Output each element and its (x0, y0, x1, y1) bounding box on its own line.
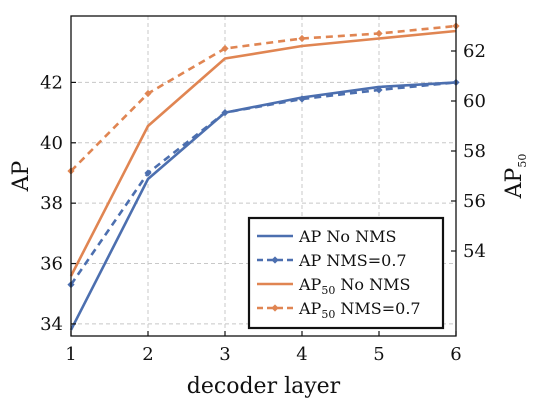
legend-label: AP NMS=0.7 (298, 251, 407, 270)
x-axis-title: decoder layer (187, 374, 341, 399)
x-tick-label: 5 (373, 344, 384, 365)
series-group (67, 22, 460, 331)
x-tick-label: 1 (65, 344, 76, 365)
data-point-marker (221, 44, 229, 53)
data-point-marker (375, 29, 383, 38)
legend-entry: AP NMS=0.7 (257, 251, 407, 270)
data-point-marker (298, 34, 306, 43)
x-tick-label: 4 (296, 344, 307, 365)
series-3 (69, 29, 457, 277)
legend-swatch-marker (271, 304, 279, 312)
data-point-marker (375, 86, 383, 94)
data-point-marker (298, 95, 306, 103)
y-right-tick-label: 58 (463, 141, 486, 162)
x-tick-label: 3 (219, 344, 230, 365)
legend-label: AP No NMS (298, 227, 396, 246)
y-right-tick-label: 56 (463, 191, 486, 212)
y-left-tick-label: 40 (40, 133, 63, 154)
y-left-tick-label: 38 (40, 193, 63, 214)
legend-entry: AP50 NMS=0.7 (257, 299, 421, 321)
legend-entry: AP50 No NMS (257, 275, 410, 297)
y-right-tick-label: 60 (463, 91, 486, 112)
legend-swatch-marker (271, 256, 279, 264)
series-line (70, 24, 457, 172)
series-line (69, 81, 457, 286)
y-right-tick-label: 62 (463, 41, 486, 62)
series-4 (67, 22, 460, 175)
x-tick-label: 6 (450, 344, 461, 365)
plot-frame (70, 15, 457, 337)
legend-entry: AP No NMS (257, 227, 396, 246)
axis-labels: decoder layer AP AP50 (9, 154, 529, 399)
data-point-marker (144, 89, 152, 98)
series-line (69, 81, 457, 331)
legend-label: AP50 No NMS (298, 275, 410, 297)
y-left-tick-label: 42 (40, 72, 63, 93)
y-right-axis-title: AP50 (502, 154, 529, 200)
y-left-axis-title: AP (9, 160, 34, 192)
y-right-tick-label: 54 (463, 241, 486, 262)
y-left-tick-label: 34 (40, 314, 63, 335)
series-1 (69, 81, 457, 331)
data-point-marker (144, 169, 152, 177)
legend-label: AP50 NMS=0.7 (298, 299, 421, 321)
data-point-marker (221, 109, 229, 117)
series-line (69, 29, 457, 277)
x-tick-label: 2 (142, 344, 153, 365)
series-2 (67, 78, 460, 289)
y-left-tick-label: 36 (40, 254, 63, 275)
